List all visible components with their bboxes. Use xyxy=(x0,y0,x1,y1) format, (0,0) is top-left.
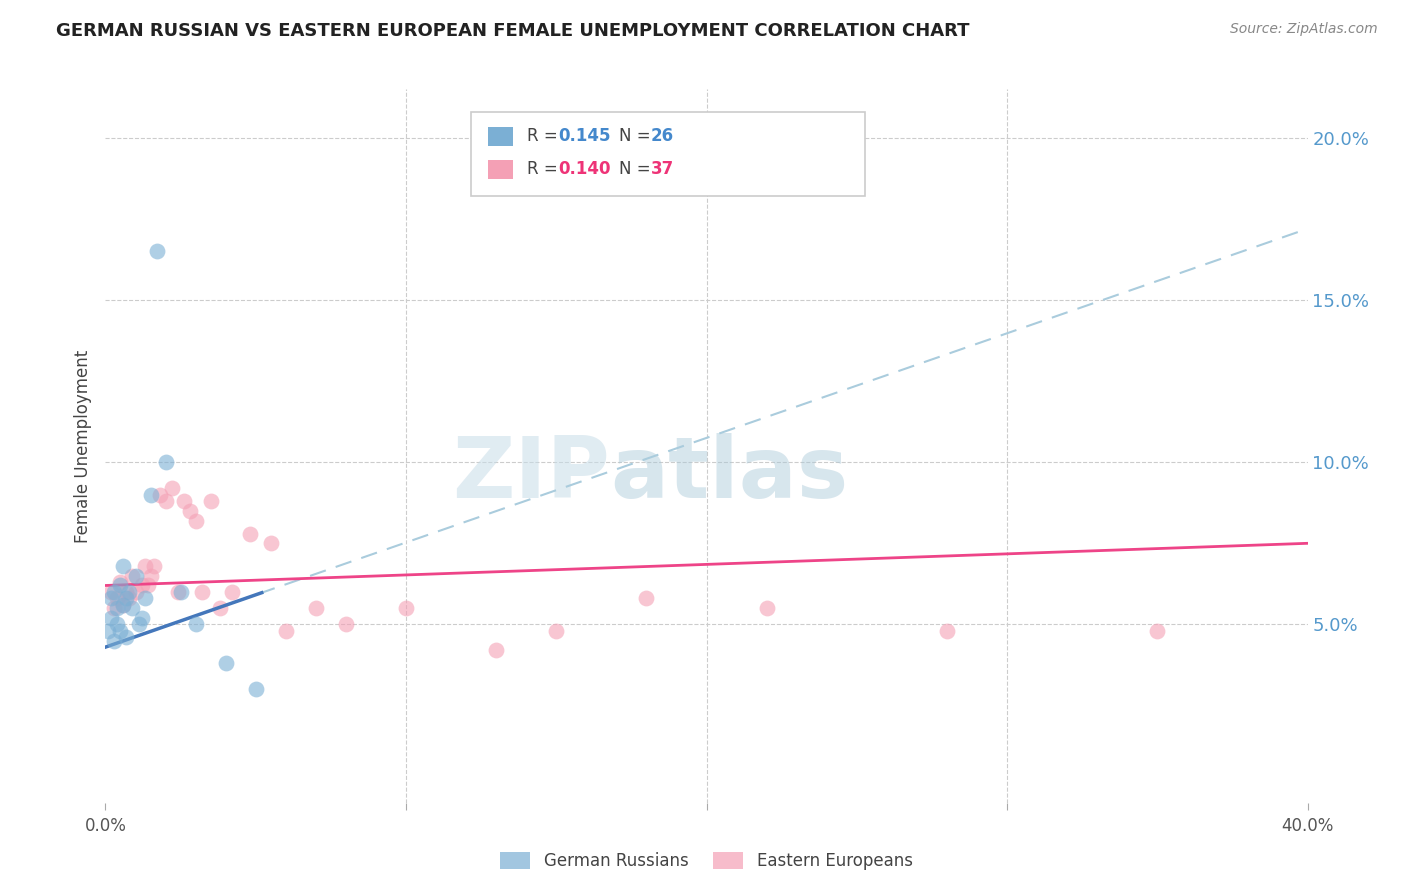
Point xyxy=(169,585,191,599)
Point xyxy=(173,494,195,508)
Point xyxy=(131,578,153,592)
Text: N =: N = xyxy=(619,161,655,178)
Point xyxy=(142,559,165,574)
Point xyxy=(214,657,236,671)
Point xyxy=(107,591,129,606)
Text: R =: R = xyxy=(527,128,564,145)
Point xyxy=(155,455,177,469)
Point xyxy=(107,601,129,615)
Point xyxy=(260,536,283,550)
Point xyxy=(118,591,141,606)
Point xyxy=(160,481,183,495)
Point xyxy=(124,568,146,582)
Point xyxy=(245,682,267,697)
Text: R =: R = xyxy=(527,161,564,178)
Point xyxy=(103,601,125,615)
Point xyxy=(134,591,156,606)
Point xyxy=(190,585,212,599)
Point xyxy=(112,559,135,574)
Point xyxy=(155,494,177,508)
Point xyxy=(121,601,143,615)
Point xyxy=(115,585,138,599)
Point xyxy=(115,591,138,606)
Y-axis label: Female Unemployment: Female Unemployment xyxy=(73,350,91,542)
Point xyxy=(148,488,170,502)
Point xyxy=(936,624,959,638)
Text: atlas: atlas xyxy=(610,433,849,516)
Point xyxy=(121,568,143,582)
Point xyxy=(179,504,201,518)
Point xyxy=(239,526,262,541)
Text: GERMAN RUSSIAN VS EASTERN EUROPEAN FEMALE UNEMPLOYMENT CORRELATION CHART: GERMAN RUSSIAN VS EASTERN EUROPEAN FEMAL… xyxy=(56,22,970,40)
Point xyxy=(145,244,167,259)
Point xyxy=(184,514,207,528)
Point xyxy=(115,631,138,645)
Point xyxy=(335,617,357,632)
Point xyxy=(395,601,418,615)
Point xyxy=(112,598,135,612)
Point xyxy=(200,494,222,508)
Point xyxy=(110,575,132,590)
Point xyxy=(274,624,297,638)
Text: 37: 37 xyxy=(651,161,675,178)
Text: 26: 26 xyxy=(651,128,673,145)
Point xyxy=(546,624,568,638)
Point xyxy=(131,611,153,625)
Point xyxy=(208,601,231,615)
Point xyxy=(100,585,122,599)
Point xyxy=(134,559,156,574)
Point xyxy=(1146,624,1168,638)
Point xyxy=(184,617,207,632)
Text: 0.140: 0.140 xyxy=(558,161,610,178)
Point xyxy=(100,611,122,625)
Point xyxy=(124,585,146,599)
Point xyxy=(636,591,658,606)
Point xyxy=(110,578,132,592)
Point xyxy=(128,617,150,632)
Text: ZIP: ZIP xyxy=(453,433,610,516)
Text: 0.145: 0.145 xyxy=(558,128,610,145)
Point xyxy=(755,601,778,615)
Point xyxy=(100,591,122,606)
Point xyxy=(139,488,162,502)
Point xyxy=(103,633,125,648)
Text: Source: ZipAtlas.com: Source: ZipAtlas.com xyxy=(1230,22,1378,37)
Point xyxy=(221,585,243,599)
Legend: German Russians, Eastern Europeans: German Russians, Eastern Europeans xyxy=(494,845,920,877)
Point xyxy=(166,585,188,599)
Text: N =: N = xyxy=(619,128,655,145)
Point xyxy=(485,643,508,657)
Point xyxy=(97,624,120,638)
Point xyxy=(136,578,159,592)
Point xyxy=(118,585,141,599)
Point xyxy=(107,617,129,632)
Point xyxy=(110,624,132,638)
Point xyxy=(103,585,125,599)
Point xyxy=(139,568,162,582)
Point xyxy=(305,601,328,615)
Point xyxy=(112,598,135,612)
